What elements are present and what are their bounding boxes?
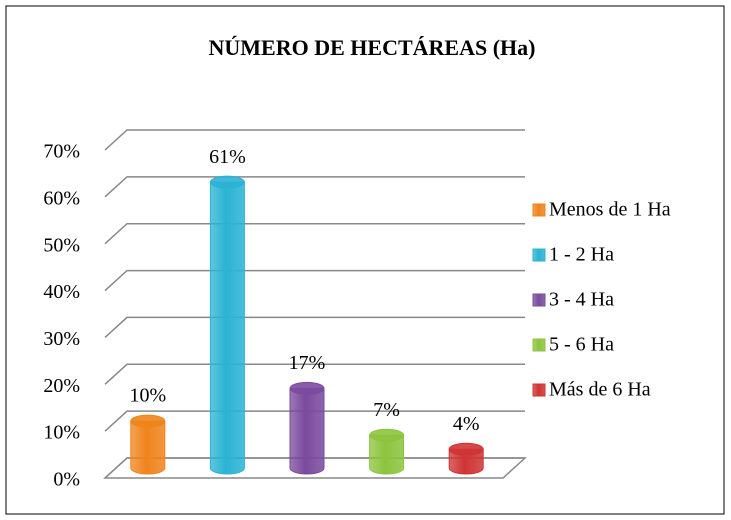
data-label: 10%: [129, 385, 166, 407]
data-label: 61%: [209, 146, 246, 168]
legend-label: 1 - 2 Ha: [549, 244, 614, 266]
y-tick-label: 20%: [43, 375, 80, 397]
y-tick-label: 30%: [43, 328, 80, 350]
bar-top: [369, 428, 405, 442]
grid-line: [104, 222, 525, 245]
legend-swatch: [532, 293, 546, 307]
grid-line: [104, 269, 525, 292]
grid-line: [104, 176, 525, 198]
data-label: 17%: [289, 352, 326, 374]
bar: [289, 387, 325, 475]
legend-swatch: [532, 338, 546, 352]
legend-swatch: [532, 203, 546, 217]
grid-line: [104, 410, 525, 432]
legend-swatch: [532, 248, 546, 262]
legend-swatch: [532, 383, 546, 397]
chart-border: [5, 5, 725, 515]
data-label: 4%: [453, 413, 480, 435]
grid-line: [104, 316, 525, 338]
y-tick-label: 60%: [43, 187, 80, 209]
bar-top: [289, 381, 325, 395]
legend-label: Más de 6 Ha: [549, 379, 651, 401]
y-tick-label: 40%: [43, 281, 80, 303]
data-label: 7%: [373, 399, 400, 421]
bar-top: [448, 442, 484, 456]
y-tick-label: 70%: [43, 141, 80, 163]
legend-label: 3 - 4 Ha: [549, 289, 614, 311]
chart-title: NÚMERO DE HECTÁREAS (Ha): [209, 35, 536, 60]
legend-label: 5 - 6 Ha: [549, 334, 614, 356]
bar-top: [209, 175, 245, 189]
legend-label: Menos de 1 Ha: [549, 199, 671, 221]
y-tick-label: 50%: [43, 234, 80, 256]
bar-top: [130, 414, 166, 428]
y-tick-label: 0%: [53, 469, 80, 491]
bar: [209, 181, 245, 475]
y-tick-label: 10%: [43, 422, 80, 444]
grid-line: [104, 129, 525, 151]
grid-line: [104, 363, 525, 385]
bar: [130, 420, 166, 475]
bar: [448, 448, 484, 475]
bar: [369, 434, 405, 475]
